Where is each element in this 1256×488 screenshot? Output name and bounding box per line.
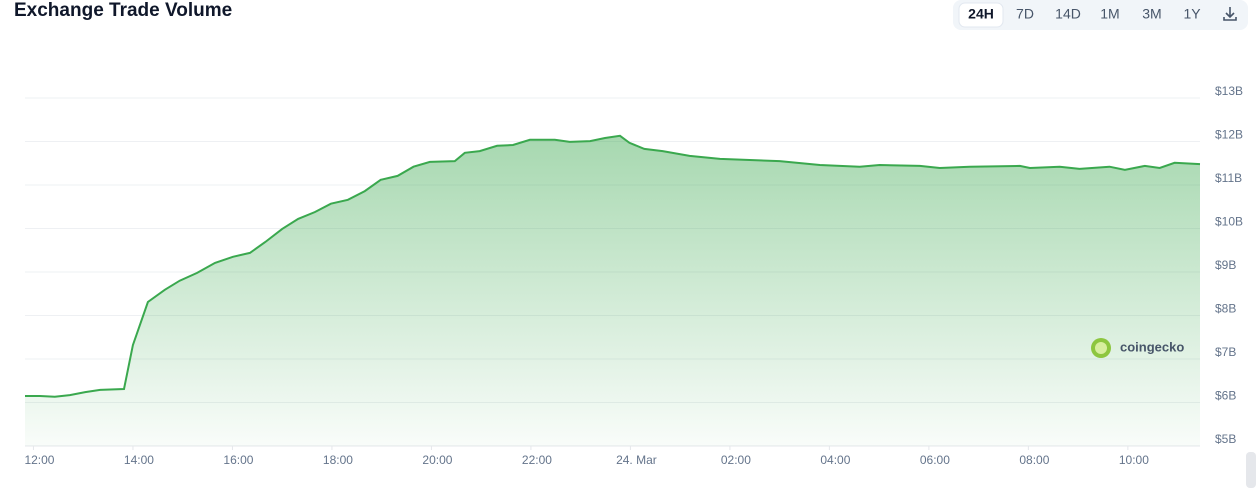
area-fill	[25, 135, 1200, 447]
x-tick-label: 16:00	[223, 453, 253, 467]
range-button-bg	[958, 2, 1004, 28]
x-tick-label: 12:00	[24, 453, 54, 467]
y-tick-label: $10B	[1215, 215, 1243, 229]
x-tick-label: 22:00	[522, 453, 552, 467]
x-tick-label: 24. Mar	[616, 453, 657, 467]
x-tick-label: 04:00	[820, 453, 850, 467]
watermark: coingecko	[1091, 338, 1184, 358]
x-tick-label: 08:00	[1019, 453, 1049, 467]
line	[25, 134, 1201, 398]
watermark-text: coingecko	[1120, 339, 1184, 354]
download-button[interactable]	[1223, 7, 1237, 21]
range-button[interactable]: 1Y	[1183, 6, 1201, 22]
y-tick-label: $12B	[1215, 128, 1243, 142]
y-tick-label: $11B	[1215, 171, 1242, 185]
y-tick-label: $13B	[1215, 84, 1243, 98]
x-tick-label: 10:00	[1119, 453, 1149, 467]
range-selector	[953, 0, 1248, 30]
x-tick-label: 18:00	[323, 453, 353, 467]
range-button[interactable]: 1M	[1100, 6, 1119, 22]
scrollbar	[1246, 452, 1256, 488]
x-tick-label: 02:00	[721, 453, 751, 467]
range-button[interactable]: 3M	[1142, 6, 1161, 22]
x-tick-label: 14:00	[124, 453, 154, 467]
range-button[interactable]: 7D	[1016, 6, 1034, 22]
y-tick-label: $5B	[1215, 432, 1236, 446]
chart-title: Exchange Trade Volume	[14, 0, 232, 21]
x-tick-label: 20:00	[422, 453, 452, 467]
x-tick-label: 06:00	[920, 453, 950, 467]
y-tick-label: $9B	[1215, 258, 1236, 272]
y-tick-label: $6B	[1215, 389, 1236, 403]
range-button[interactable]: 14D	[1055, 6, 1081, 22]
range-button[interactable]: 24H	[968, 6, 994, 22]
y-tick-label: $7B	[1215, 345, 1236, 359]
y-tick-label: $8B	[1215, 302, 1236, 316]
